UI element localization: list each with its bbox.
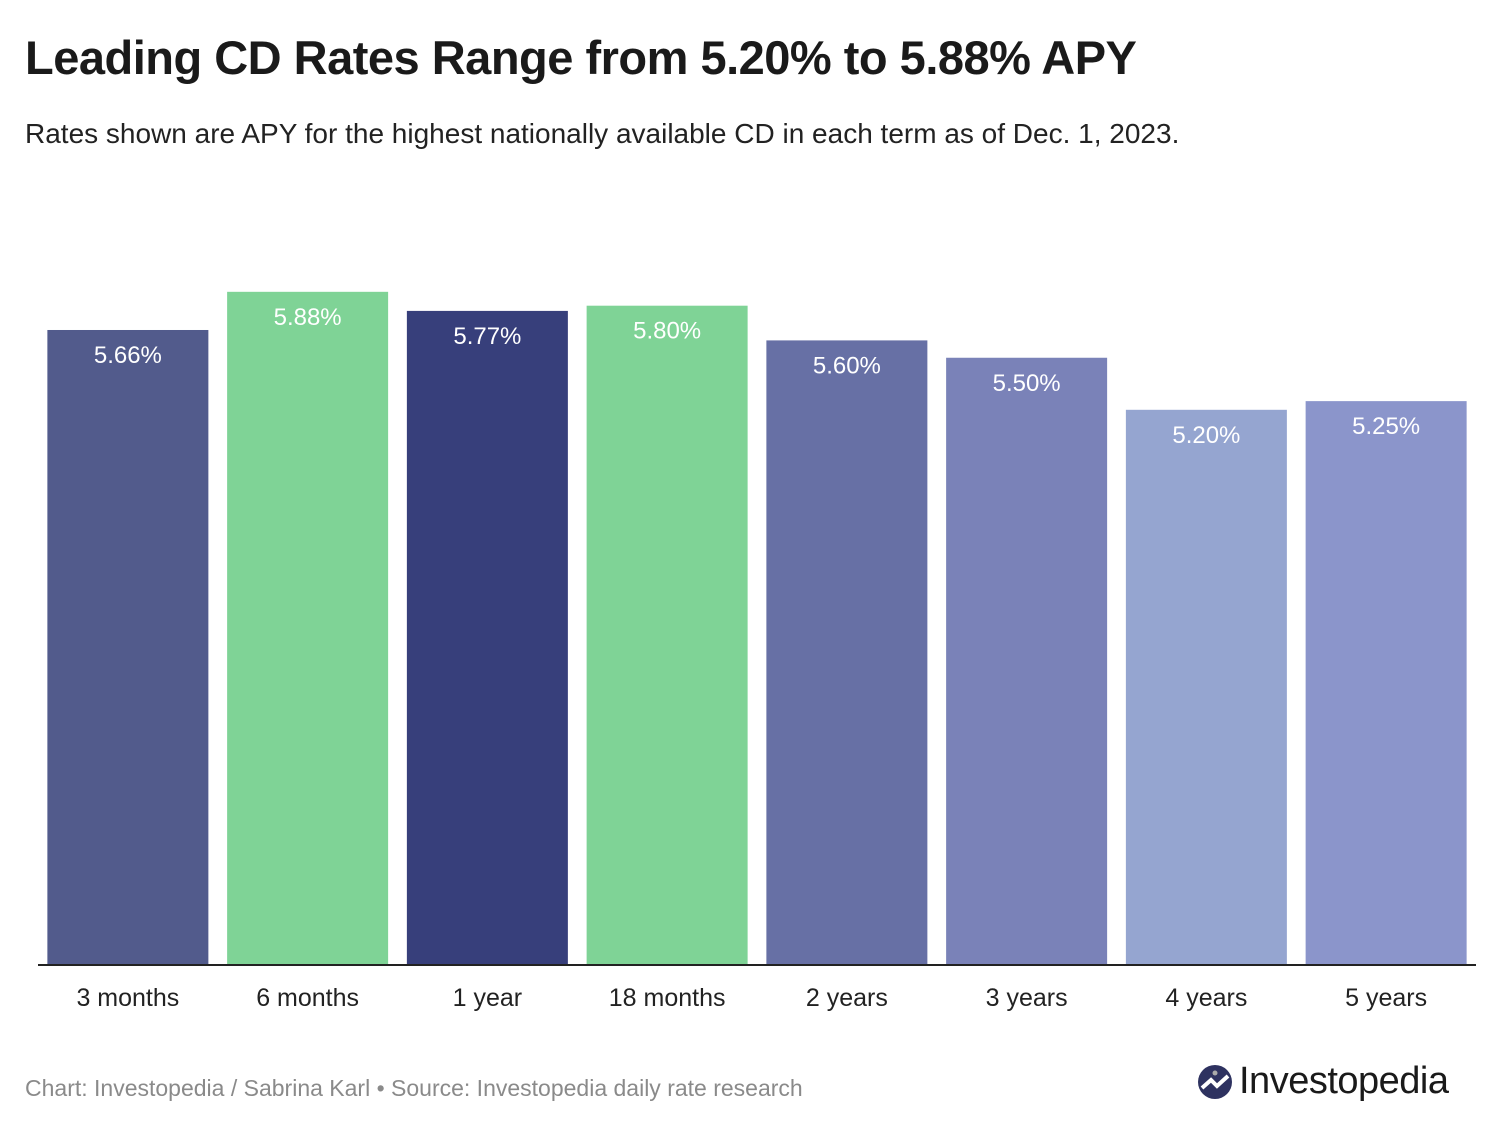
data-label: 5.80%: [633, 318, 701, 345]
investopedia-logo-text: Investopedia: [1239, 1060, 1449, 1102]
category-label: 4 years: [1165, 984, 1247, 1012]
data-label: 5.88%: [274, 304, 342, 331]
data-label: 5.66%: [94, 342, 162, 369]
investopedia-logo-icon: [1198, 1064, 1232, 1099]
data-label: 5.77%: [453, 323, 521, 350]
bar-18-months: [586, 305, 748, 965]
data-label: 5.50%: [993, 370, 1061, 397]
category-label: 2 years: [806, 984, 888, 1012]
category-label: 5 years: [1345, 984, 1427, 1012]
category-label: 18 months: [609, 984, 726, 1012]
category-label: 6 months: [256, 984, 359, 1012]
bar-6-months: [227, 291, 389, 965]
category-label: 3 months: [76, 984, 179, 1012]
chart-subtitle: Rates shown are APY for the highest nati…: [25, 118, 1180, 149]
chart-title: Leading CD Rates Range from 5.20% to 5.8…: [25, 31, 1137, 84]
category-label: 3 years: [986, 984, 1068, 1012]
bar-4-years: [1125, 409, 1287, 965]
bar-5-years: [1305, 401, 1467, 965]
source-footer: Chart: Investopedia / Sabrina Karl • Sou…: [25, 1075, 803, 1101]
bar-3-months: [47, 329, 209, 965]
data-label: 5.25%: [1352, 413, 1420, 440]
bar-3-years: [946, 357, 1108, 965]
category-label: 1 year: [453, 984, 522, 1012]
data-label: 5.20%: [1172, 422, 1240, 449]
bar-2-years: [766, 340, 928, 965]
bar-1-year: [406, 310, 568, 965]
investopedia-logo: Investopedia: [1197, 1060, 1449, 1103]
data-label: 5.60%: [813, 352, 881, 379]
